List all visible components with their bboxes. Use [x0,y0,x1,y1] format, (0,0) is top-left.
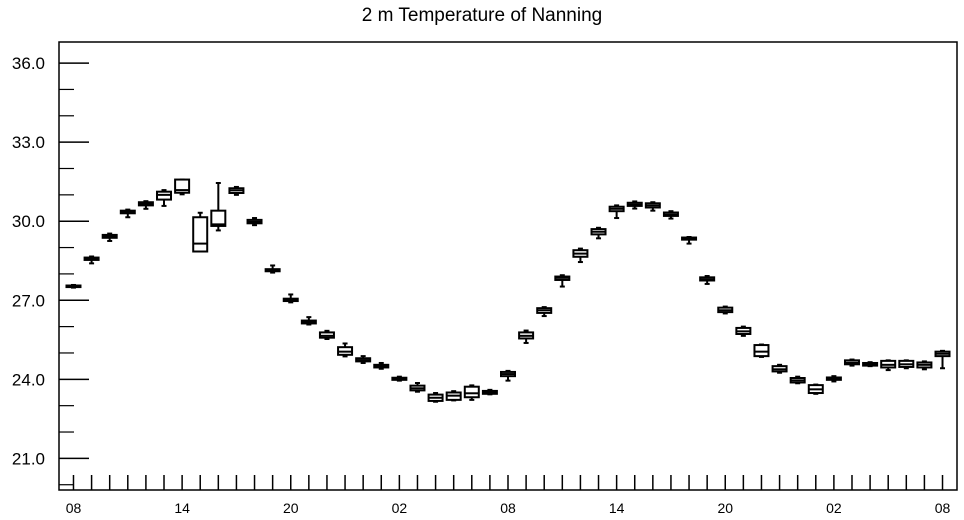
box-hour-40 [789,375,806,385]
box-hour-35 [699,275,716,285]
x-tick-label: 02 [826,500,842,516]
box-hour-12 [282,293,299,304]
y-tick-label: 24.0 [12,370,45,389]
iqr-box [753,344,770,358]
y-tick-label: 33.0 [12,133,45,152]
box-hour-46 [898,359,915,370]
x-tick-label: 02 [392,500,408,516]
box-hour-15 [337,342,354,358]
box-hour-33 [662,210,679,220]
box-hour-21 [445,390,462,402]
box-hour-17 [373,361,390,370]
box-hour-38 [753,343,770,358]
iqr-box [210,209,227,227]
box-hour-3 [119,208,136,219]
x-tick-label: 20 [717,500,733,516]
box-hour-32 [644,201,661,212]
box-hour-19 [409,382,426,393]
x-tick-label: 14 [174,500,190,516]
box-hour-7 [192,211,209,253]
box-hour-6 [174,178,191,196]
y-axis: 21.0 24.0 27.0 30.0 33.0 36.0 [12,54,89,486]
box-hour-1 [83,255,100,265]
x-tick-label: 08 [935,500,951,516]
box-hour-18 [391,375,408,382]
y-tick-label: 21.0 [12,449,45,468]
iqr-box [463,385,480,399]
box-hour-14 [318,329,335,340]
box-hour-30 [608,204,625,220]
box-hour-42 [825,375,842,383]
box-hour-43 [843,358,860,367]
box-hour-23 [481,388,498,396]
y-tick-label: 36.0 [12,54,45,73]
plot-frame [58,41,958,491]
y-tick-label: 27.0 [12,291,45,310]
chart-title: 2 m Temperature of Nanning [361,5,603,26]
box-hour-29 [590,226,607,240]
box-hour-26 [536,306,553,318]
box-hour-27 [554,274,571,288]
box-hour-10 [246,217,263,227]
box-hour-48 [934,349,951,370]
box-hour-37 [735,325,752,337]
x-tick-label: 20 [283,500,299,516]
iqr-box [192,216,209,253]
box-series [65,178,951,403]
box-hour-34 [681,236,698,245]
box-hour-44 [862,361,879,368]
box-hour-20 [427,392,444,403]
y-tick-label: 30.0 [12,212,45,231]
box-hour-2 [101,232,118,242]
box-hour-8 [210,181,227,232]
box-hour-25 [518,329,535,344]
box-hour-11 [264,264,281,274]
box-hour-28 [572,247,589,264]
box-hour-9 [228,185,245,196]
box-hour-24 [500,369,516,382]
box-hour-41 [807,383,824,395]
box-hour-36 [717,305,734,315]
box-hour-0 [65,283,82,289]
box-hour-39 [771,363,788,374]
box-hour-22 [463,384,480,401]
x-tick-label: 14 [609,500,625,516]
x-tick-label: 08 [500,500,516,516]
box-hour-16 [355,355,372,364]
box-hour-4 [137,200,154,210]
box-hour-13 [300,316,317,326]
box-hour-47 [916,360,933,371]
box-hour-5 [156,189,173,207]
box-hour-45 [880,359,897,372]
x-tick-label: 08 [66,500,82,516]
box-hour-31 [626,200,643,210]
x-axis: 08 14 20 02 08 14 20 02 08 [66,475,951,516]
